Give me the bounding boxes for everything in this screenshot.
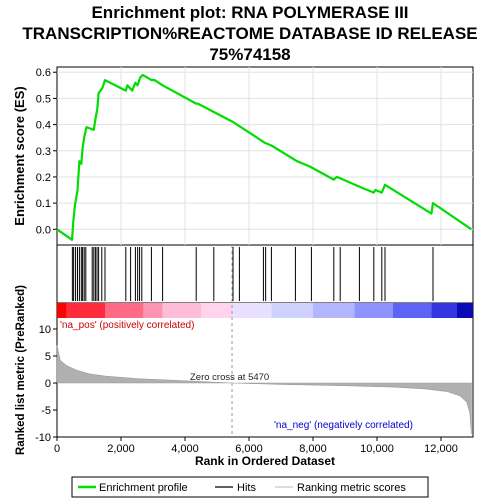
color-bar-segment bbox=[232, 303, 272, 318]
chart-title-line-2: TRANSCRIPTION%REACTOME DATABASE ID RELEA… bbox=[22, 24, 477, 43]
legend-label-enrichment-profile: Enrichment profile bbox=[99, 482, 188, 494]
x-axis-label: Rank in Ordered Dataset bbox=[195, 454, 335, 468]
es-y-tick-label: 0.1 bbox=[36, 198, 51, 210]
x-tick-label: 6,000 bbox=[235, 443, 263, 455]
x-tick-label: 10,000 bbox=[360, 443, 394, 455]
metric-y-tick-label: -5 bbox=[41, 405, 51, 417]
x-tick-label: 0 bbox=[54, 443, 60, 455]
chart-title-line-3: 75%74158 bbox=[209, 45, 290, 64]
ranking-color-bar bbox=[57, 303, 473, 318]
legend-label-ranking-metric-scores: Ranking metric scores bbox=[297, 482, 406, 494]
metric-y-tick-label: 0 bbox=[45, 378, 51, 390]
es-y-tick-label: 0.0 bbox=[36, 224, 51, 236]
es-line-layer bbox=[56, 73, 473, 241]
metric-axis-label: Ranked list metric (PreRanked) bbox=[15, 285, 27, 455]
hit-markers bbox=[71, 247, 434, 301]
metric-y-axis-ticks: -10 -5 0 5 10 bbox=[35, 324, 57, 444]
es-axis-label: Enrichment score (ES) bbox=[12, 86, 27, 225]
es-y-tick-label: 0.4 bbox=[36, 120, 51, 132]
color-bar-segment bbox=[457, 303, 473, 318]
positive-correlation-label: 'na_pos' (positively correlated) bbox=[60, 320, 194, 331]
zero-cross-label: Zero cross at 5470 bbox=[190, 372, 269, 383]
color-bar-segment bbox=[354, 303, 393, 318]
color-bar-segment bbox=[201, 303, 233, 318]
metric-y-tick-label: -10 bbox=[35, 432, 51, 444]
enrichment-profile-line bbox=[56, 73, 473, 241]
x-tick-label: 4,000 bbox=[171, 443, 199, 455]
color-bar-segment bbox=[393, 303, 432, 318]
es-y-tick-label: 0.5 bbox=[36, 93, 51, 105]
legend-box bbox=[71, 476, 429, 498]
es-y-tick-label: 0.6 bbox=[36, 67, 51, 79]
metric-layer bbox=[56, 245, 472, 437]
x-tick-label: 12,000 bbox=[424, 443, 458, 455]
color-bar-segment bbox=[313, 303, 355, 318]
es-y-tick-label: 0.3 bbox=[36, 146, 51, 158]
color-bar-segment bbox=[431, 303, 457, 318]
metric-y-tick-label: 5 bbox=[45, 351, 51, 363]
color-bar-segment bbox=[162, 303, 201, 318]
es-gridlines bbox=[57, 67, 473, 245]
es-y-tick-label: 0.2 bbox=[36, 172, 51, 184]
chart-title-line-1: Enrichment plot: RNA POLYMERASE III bbox=[91, 3, 408, 22]
legend: Enrichment profile Hits Ranking metric s… bbox=[71, 476, 429, 498]
chart-title: Enrichment plot: RNA POLYMERASE III TRAN… bbox=[22, 3, 477, 64]
es-y-axis-ticks: 0.0 0.1 0.2 0.3 0.4 0.5 0.6 bbox=[36, 67, 57, 236]
x-axis-ticks: 0 2,000 4,000 6,000 8,000 10,000 12,000 bbox=[54, 437, 458, 455]
legend-label-hits: Hits bbox=[237, 482, 256, 494]
ranking-metric-area bbox=[56, 345, 472, 435]
x-tick-label: 2,000 bbox=[107, 443, 135, 455]
negative-correlation-label: 'na_neg' (negatively correlated) bbox=[274, 420, 413, 431]
color-bar-segment bbox=[66, 303, 105, 318]
metric-y-tick-label: 10 bbox=[39, 324, 51, 336]
color-bar-segment bbox=[271, 303, 313, 318]
x-tick-label: 8,000 bbox=[299, 443, 327, 455]
color-bar-segment bbox=[57, 303, 67, 318]
color-bar-segment bbox=[105, 303, 144, 318]
color-bar-segment bbox=[143, 303, 163, 318]
